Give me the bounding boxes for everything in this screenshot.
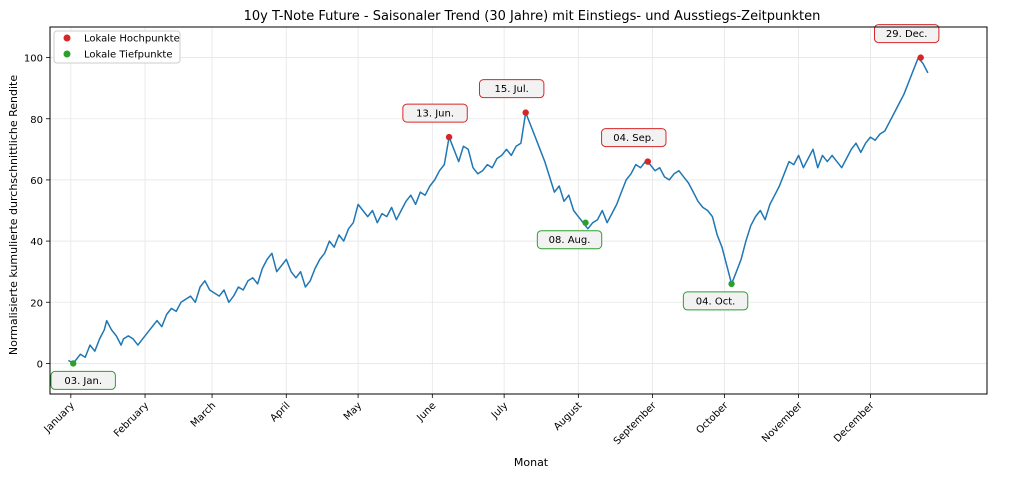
peak-label: 15. Jul.: [495, 84, 529, 95]
chart-title: 10y T-Note Future - Saisonaler Trend (30…: [244, 9, 821, 24]
trough-label: 03. Jan.: [64, 376, 102, 387]
trough-marker: [70, 360, 77, 367]
x-tick-label: October: [694, 400, 731, 437]
x-tick-label: August: [552, 400, 585, 433]
x-tick-label: February: [112, 400, 151, 439]
peak-label-box: [402, 103, 468, 123]
peak-marker: [917, 54, 924, 61]
x-tick-label: July: [489, 400, 510, 421]
trough-marker: [728, 280, 735, 288]
peak-label-box: [873, 24, 940, 44]
y-tick-label: 80: [30, 115, 43, 126]
trough-label-box: [50, 370, 116, 390]
peak-label: 29. Dec.: [886, 29, 928, 40]
peak-marker: [522, 109, 529, 116]
x-tick-label: January: [42, 400, 77, 435]
trough-label-box: [536, 230, 603, 250]
y-tick-label: 0: [37, 359, 43, 370]
grid-lines: [50, 27, 987, 394]
extrema-markers: 13. Jun. 15. Jul. 04. Sep. 29. Dec. 03. Jan.…: [50, 24, 940, 390]
peak-label-box: [601, 128, 667, 148]
x-axis-label: Monat: [514, 456, 549, 469]
legend-peak-label: Lokale Hochpunkte: [84, 34, 180, 45]
x-tick-label: March: [189, 400, 218, 429]
y-tick-label: 40: [30, 237, 43, 248]
legend-trough-marker: [63, 50, 71, 58]
legend-trough-label: Lokale Tiefpunkte: [84, 50, 173, 61]
legend: Lokale Hochpunkte Lokale Tiefpunkte: [53, 30, 181, 64]
x-tick-label: November: [760, 400, 805, 445]
trough-label: 08. Aug.: [549, 235, 591, 246]
x-tick-label: May: [342, 400, 364, 422]
peak-marker: [644, 158, 651, 165]
peak-label: 04. Sep.: [613, 133, 654, 144]
trough-label: 04. Oct.: [696, 296, 736, 307]
trend-line: [68, 56, 929, 365]
x-tick-label: September: [612, 400, 659, 447]
y-tick-label: 60: [30, 176, 43, 187]
plot-frame: [49, 26, 988, 395]
x-tick-label: December: [832, 400, 877, 445]
peak-label: 13. Jun.: [416, 109, 454, 120]
legend-box: [53, 30, 181, 64]
y-axis-label: Normalisierte kumulierte durchschnittlic…: [7, 75, 20, 355]
legend-peak-marker: [63, 34, 71, 42]
x-tick-label: June: [415, 400, 439, 424]
y-tick-label: 20: [30, 298, 43, 309]
trough-label-box: [682, 291, 749, 311]
trough-marker: [582, 219, 589, 226]
y-tick-label: 100: [24, 54, 43, 65]
peak-marker: [445, 133, 453, 141]
line-series: [68, 56, 929, 365]
x-tick-label: April: [268, 400, 292, 424]
peak-label-box: [478, 79, 545, 99]
